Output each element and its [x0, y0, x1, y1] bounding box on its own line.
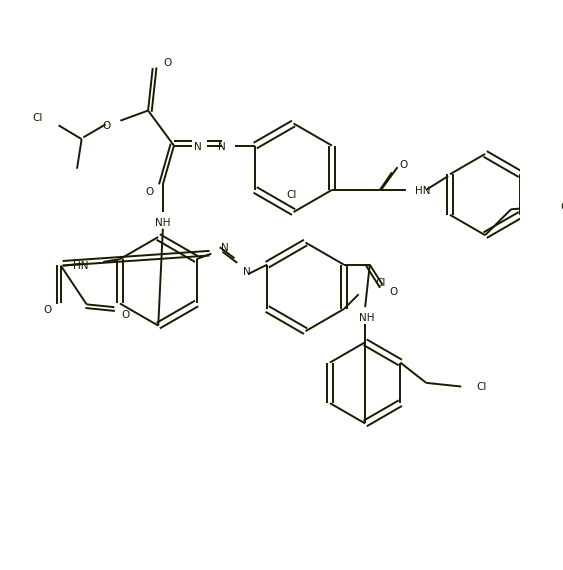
- Text: N: N: [194, 141, 202, 152]
- Text: NH: NH: [359, 314, 375, 323]
- Text: Cl: Cl: [561, 202, 563, 211]
- Text: Cl: Cl: [287, 190, 297, 201]
- Text: O: O: [44, 305, 52, 315]
- Text: HN: HN: [73, 260, 88, 271]
- Text: O: O: [121, 310, 129, 320]
- Text: NH: NH: [155, 218, 171, 228]
- Text: N: N: [218, 141, 226, 152]
- Text: N: N: [243, 267, 251, 277]
- Text: HN: HN: [415, 186, 431, 196]
- Text: O: O: [146, 187, 154, 197]
- Text: Cl: Cl: [476, 381, 486, 392]
- Text: O: O: [163, 59, 172, 68]
- Text: O: O: [102, 121, 110, 131]
- Text: O: O: [390, 287, 398, 298]
- Text: Cl: Cl: [32, 113, 43, 123]
- Text: Cl: Cl: [376, 278, 386, 288]
- Text: O: O: [400, 160, 408, 170]
- Text: N: N: [221, 243, 229, 253]
